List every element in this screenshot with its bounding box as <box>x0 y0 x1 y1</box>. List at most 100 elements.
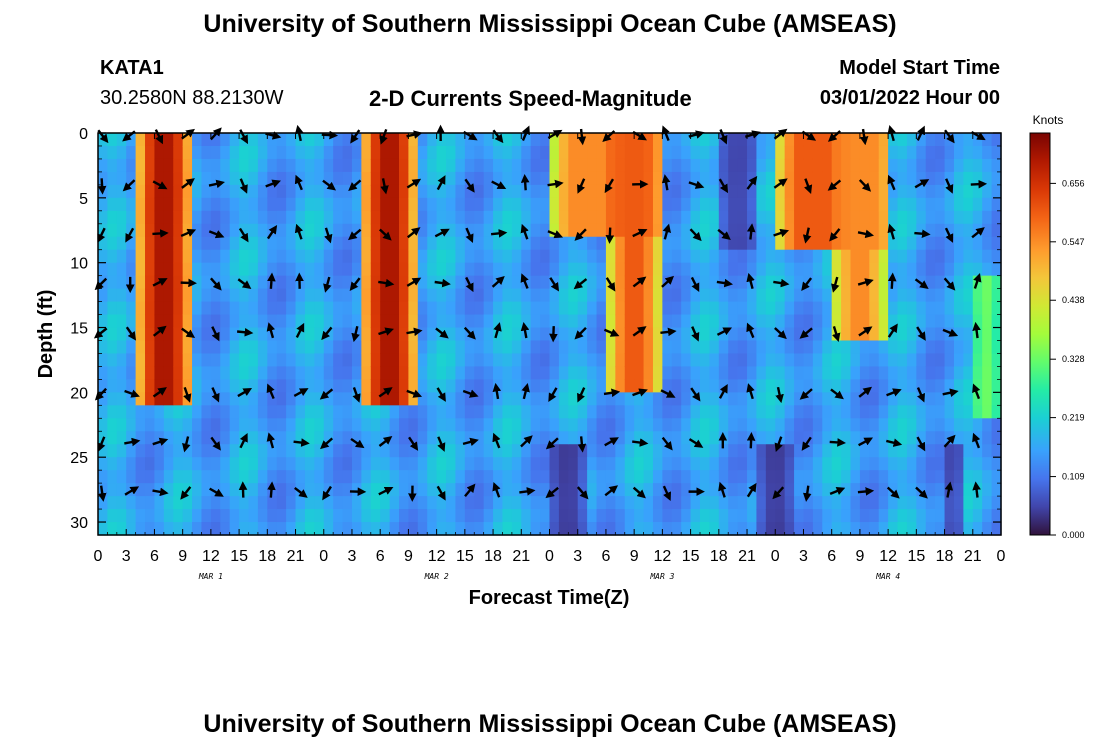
heatmap-cell <box>765 379 776 393</box>
heatmap-cell <box>389 457 400 471</box>
heatmap-cell <box>737 353 748 368</box>
heatmap-cell <box>568 431 579 445</box>
heatmap-cell <box>643 197 654 212</box>
heatmap-cell <box>304 509 315 523</box>
heatmap-cell <box>568 340 579 355</box>
heatmap-cell <box>643 249 654 264</box>
heatmap-cell <box>210 522 221 536</box>
heatmap-cell <box>587 431 598 445</box>
heatmap-cell <box>173 327 184 342</box>
heatmap-cell <box>681 470 692 484</box>
heatmap-cell <box>333 158 344 173</box>
heatmap-cell <box>511 236 522 251</box>
heatmap-cell <box>671 145 682 160</box>
x-tick-label: 0 <box>319 548 328 565</box>
heatmap-cell <box>690 145 701 160</box>
heatmap-cell <box>709 444 720 458</box>
heatmap-cell <box>351 223 362 238</box>
heatmap-cell <box>822 249 833 264</box>
heatmap-cell <box>906 405 917 419</box>
heatmap-cell <box>765 522 776 536</box>
current-arrow <box>434 278 451 288</box>
heatmap-cell <box>483 405 494 419</box>
current-arrow <box>914 229 931 239</box>
heatmap-cell <box>671 509 682 523</box>
heatmap-cell <box>869 522 880 536</box>
heatmap-cell <box>116 418 127 432</box>
heatmap-cell <box>201 366 212 380</box>
heatmap-cell <box>549 171 560 186</box>
heatmap-cell <box>681 223 692 238</box>
heatmap-cell <box>549 457 560 471</box>
heatmap-cell <box>248 171 259 186</box>
heatmap-cell <box>455 327 466 342</box>
heatmap-cell <box>897 133 908 147</box>
heatmap-cell <box>822 470 833 484</box>
current-arrow <box>520 273 529 289</box>
heatmap-cell <box>944 197 955 212</box>
current-arrow <box>916 436 926 452</box>
x-tick-label: 0 <box>997 548 1006 565</box>
heatmap-cell <box>963 184 974 199</box>
current-arrow <box>942 328 959 337</box>
heatmap-cell <box>775 314 786 329</box>
heatmap-cell <box>671 184 682 199</box>
heatmap-cell <box>257 327 268 342</box>
heatmap-cell <box>511 496 522 510</box>
heatmap-cell <box>906 249 917 264</box>
heatmap-cell <box>756 483 767 497</box>
heatmap-cell <box>192 444 203 458</box>
heatmap-cell <box>878 392 889 406</box>
heatmap-cell <box>286 483 297 497</box>
heatmap-cell <box>643 210 654 225</box>
heatmap-cell <box>323 496 334 510</box>
heatmap-cell <box>615 262 626 277</box>
heatmap-cell <box>145 210 156 225</box>
heatmap-cell <box>163 288 174 303</box>
heatmap-cell <box>380 236 391 251</box>
heatmap-cell <box>154 392 165 406</box>
heatmap-cell <box>116 470 127 484</box>
heatmap-cell <box>399 314 410 329</box>
heatmap-cell <box>502 483 513 497</box>
heatmap-cell <box>474 405 485 419</box>
heatmap-cell <box>615 327 626 342</box>
current-arrow <box>97 178 107 195</box>
heatmap-cell <box>361 353 372 368</box>
heatmap-cell <box>888 444 899 458</box>
heatmap-cell <box>163 509 174 523</box>
x-tick-label: 12 <box>879 548 897 565</box>
heatmap-cell <box>173 366 184 380</box>
heatmap-cell <box>126 457 137 471</box>
heatmap-cell <box>427 262 438 277</box>
heatmap-cell <box>304 522 315 536</box>
heatmap-cell <box>775 262 786 277</box>
y-tick-label: 15 <box>70 321 88 338</box>
heatmap-cell <box>163 210 174 225</box>
heatmap-cell <box>765 288 776 303</box>
heatmap-cell <box>380 457 391 471</box>
heatmap-cell <box>700 197 711 212</box>
heatmap-cell <box>643 379 654 393</box>
current-arrow <box>379 128 388 145</box>
heatmap-cell <box>239 236 250 251</box>
current-arrow <box>605 227 615 244</box>
heatmap-cell <box>925 392 936 406</box>
heatmap-cell <box>624 288 635 303</box>
current-arrow <box>660 327 677 337</box>
heatmap-cell <box>126 522 137 536</box>
heatmap-cell <box>577 457 588 471</box>
heatmap-cell <box>408 171 419 186</box>
heatmap-cell <box>493 301 504 316</box>
heatmap-cell <box>784 457 795 471</box>
heatmap-cell <box>98 197 109 212</box>
heatmap-cell <box>615 379 626 393</box>
heatmap-cell <box>624 470 635 484</box>
heatmap-cell <box>511 431 522 445</box>
heatmap-cell <box>747 379 758 393</box>
heatmap-cell <box>841 392 852 406</box>
heatmap-cell <box>248 509 259 523</box>
current-arrow <box>210 436 221 451</box>
heatmap-cell <box>737 184 748 199</box>
heatmap-cell <box>116 522 127 536</box>
